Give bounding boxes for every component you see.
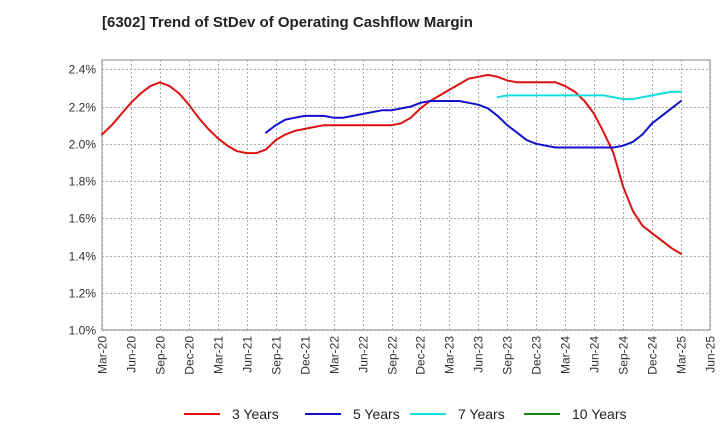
y-tick-label: 1.6%	[69, 212, 97, 226]
legend-item-10-years: 10 Years	[524, 402, 627, 426]
x-tick-label: Mar-22	[328, 336, 342, 374]
x-tick-label: Sep-20	[154, 336, 168, 375]
legend-swatch	[410, 413, 446, 415]
x-tick-label: Sep-22	[386, 336, 400, 375]
legend-item-3-years: 3 Years	[184, 402, 279, 426]
x-tick-label: Dec-24	[646, 336, 660, 375]
legend-swatch	[524, 413, 560, 415]
plot-area	[101, 59, 711, 331]
x-tick-label: Dec-21	[299, 336, 313, 375]
legend-item-7-years: 7 Years	[410, 402, 505, 426]
x-tick-label: Sep-21	[270, 336, 284, 375]
x-tick-label: Mar-21	[212, 336, 226, 374]
chart-title: [6302] Trend of StDev of Operating Cashf…	[102, 14, 473, 31]
series-line-7-years	[496, 90, 682, 101]
x-tick-label: Jun-22	[357, 336, 371, 373]
legend-swatch	[305, 413, 341, 415]
x-tick-label: Sep-23	[501, 336, 515, 375]
x-tick-label: Mar-25	[675, 336, 689, 374]
x-tick-label: Mar-20	[96, 336, 110, 374]
y-tick-label: 2.2%	[69, 101, 97, 115]
legend-label: 5 Years	[353, 406, 400, 422]
y-tick-label: 1.2%	[69, 287, 97, 301]
x-tick-label: Jun-23	[472, 336, 486, 373]
x-tick-label: Dec-20	[183, 336, 197, 375]
x-tick-label: Jun-21	[241, 336, 255, 373]
legend-swatch	[184, 413, 220, 415]
y-tick-label: 1.0%	[69, 324, 97, 338]
series-line-3-years	[101, 73, 682, 255]
legend-item-5-years: 5 Years	[305, 402, 400, 426]
x-tick-label: Jun-20	[125, 336, 139, 373]
legend-label: 7 Years	[458, 406, 505, 422]
legend: 3 Years 5 Years 7 Years 10 Years	[0, 402, 720, 426]
x-tick-label: Mar-24	[559, 336, 573, 374]
y-tick-label: 2.0%	[69, 138, 97, 152]
y-tick-label: 2.4%	[69, 63, 97, 77]
x-tick-label: Sep-24	[617, 336, 631, 375]
y-tick-label: 1.4%	[69, 250, 97, 264]
x-tick-label: Mar-23	[443, 336, 457, 374]
legend-label: 3 Years	[232, 406, 279, 422]
x-tick-label: Dec-23	[530, 336, 544, 375]
y-tick-label: 1.8%	[69, 175, 97, 189]
x-tick-label: Dec-22	[414, 336, 428, 375]
x-tick-label: Jun-25	[704, 336, 718, 373]
legend-label: 10 Years	[572, 406, 627, 422]
x-tick-label: Jun-24	[588, 336, 602, 373]
series-line-5-years	[265, 100, 682, 149]
